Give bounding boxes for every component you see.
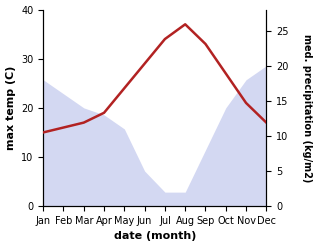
- X-axis label: date (month): date (month): [114, 231, 196, 242]
- Y-axis label: max temp (C): max temp (C): [5, 66, 16, 150]
- Y-axis label: med. precipitation (kg/m2): med. precipitation (kg/m2): [302, 34, 313, 182]
